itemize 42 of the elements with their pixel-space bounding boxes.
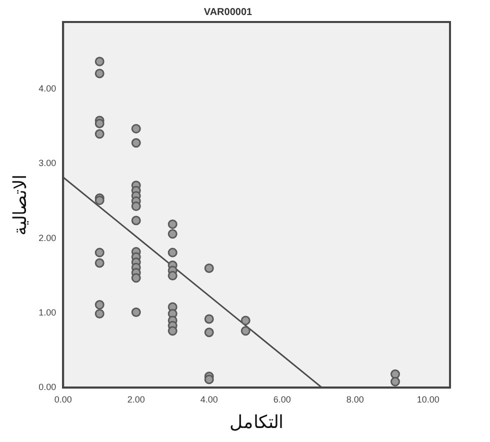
- x-tick-label: 10.00: [416, 394, 440, 404]
- point: [131, 216, 141, 226]
- y-tick-label: 2.00: [38, 232, 56, 243]
- x-tick-label: 2.00: [127, 394, 145, 404]
- point: [131, 124, 141, 134]
- chart-title: VAR00001: [204, 6, 253, 18]
- point: [204, 374, 214, 384]
- x-tick-label: 0.00: [54, 394, 72, 404]
- y-tick-label: 3.00: [38, 158, 56, 168]
- point: [204, 263, 214, 273]
- point: [240, 326, 250, 336]
- x-axis-title: التكامل: [230, 412, 284, 432]
- point: [168, 229, 178, 239]
- point: [204, 328, 214, 338]
- point: [168, 248, 178, 258]
- point: [94, 68, 104, 78]
- point: [240, 316, 250, 326]
- point: [204, 314, 214, 324]
- point: [131, 138, 141, 148]
- point: [390, 376, 400, 386]
- point: [94, 248, 104, 258]
- point: [168, 326, 178, 336]
- point: [94, 56, 104, 66]
- y-axis-title: الاتصالية: [10, 174, 30, 236]
- point: [131, 273, 141, 283]
- point: [131, 307, 141, 317]
- point: [94, 308, 104, 318]
- point: [168, 219, 178, 229]
- point: [94, 300, 104, 310]
- point: [94, 196, 104, 206]
- point: [168, 270, 178, 280]
- point: [390, 369, 400, 379]
- point: [94, 129, 104, 139]
- x-tick-label: 6.00: [273, 394, 291, 404]
- y-tick-label: 1.00: [38, 307, 56, 318]
- x-tick-label: 4.00: [200, 394, 218, 404]
- point: [94, 258, 104, 268]
- y-tick-label: 0.00: [38, 382, 56, 392]
- point: [94, 118, 104, 128]
- point: [131, 202, 141, 212]
- x-tick-label: 8.00: [346, 394, 364, 404]
- y-tick-label: 4.00: [38, 84, 56, 94]
